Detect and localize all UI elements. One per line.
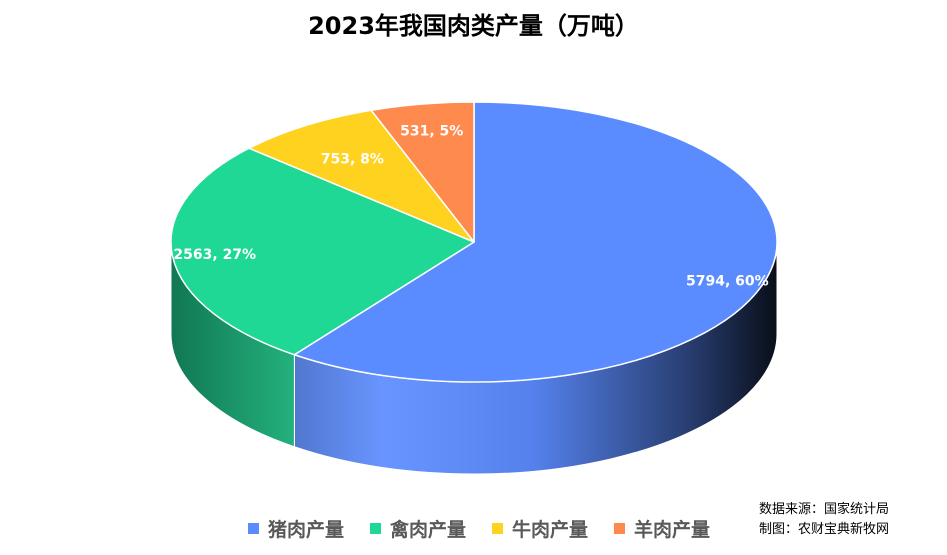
source-note: 数据来源：国家统计局 制图：农财宝典新牧网 (759, 500, 889, 540)
legend-label: 猪肉产量 (268, 519, 345, 541)
legend-swatch (614, 523, 626, 534)
data-label-0: 5794, 60% (686, 273, 769, 289)
legend-item-beef: 牛肉产量 (492, 515, 588, 542)
pie-labels: 5794, 60% 2563, 27% 753, 8% 531, 5% (173, 123, 768, 289)
legend-item-poultry: 禽肉产量 (370, 515, 466, 542)
credit-line: 制图：农财宝典新牧网 (758, 522, 889, 537)
pie-slice-1 (170, 147, 475, 356)
pie-slice-0 (293, 101, 778, 383)
data-label-1: 2563, 27% (173, 247, 256, 263)
chart-title: 2023年我国肉类产量（万吨） (308, 12, 639, 40)
legend-item-pork: 猪肉产量 (248, 515, 344, 542)
legend-swatch (248, 523, 259, 534)
legend-label: 羊肉产量 (634, 519, 711, 541)
pie-slice-2 (248, 109, 475, 243)
pie-slice-3 (370, 101, 475, 243)
legend-swatch (492, 523, 504, 534)
chart-legend: 猪肉产量 禽肉产量 牛肉产量 羊肉产量 (248, 515, 710, 542)
data-label-3: 531, 5% (400, 123, 463, 139)
legend-label: 禽肉产量 (390, 519, 467, 541)
data-label-2: 753, 8% (321, 151, 384, 167)
pie-top (170, 101, 778, 383)
legend-item-mutton: 羊肉产量 (614, 515, 710, 542)
legend-swatch (370, 523, 382, 534)
source-line: 数据来源：国家统计局 (758, 502, 889, 517)
legend-label: 牛肉产量 (512, 519, 589, 541)
